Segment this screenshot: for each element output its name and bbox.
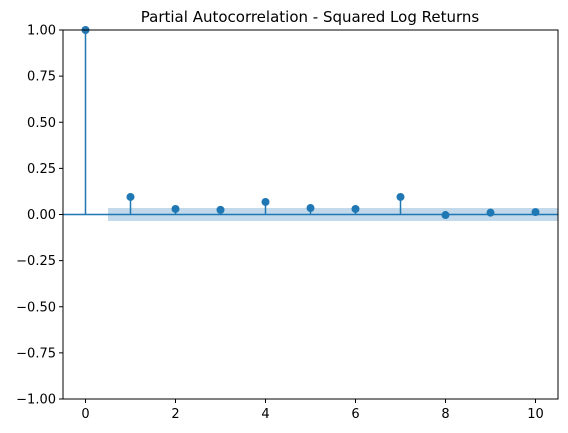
stem-marker-lag-1 xyxy=(126,192,135,201)
x-tick-label-4: 4 xyxy=(261,407,269,422)
y-tick-label-0: −1.00 xyxy=(16,393,56,408)
x-tick-label-0: 0 xyxy=(81,407,89,422)
stem-layer xyxy=(81,26,540,220)
stem-marker-lag-5 xyxy=(306,204,315,213)
y-tick-label-3: −0.25 xyxy=(16,254,56,269)
stem-marker-lag-3 xyxy=(216,205,225,214)
y-tick-label-7: 0.75 xyxy=(27,70,56,85)
stem-marker-lag-2 xyxy=(171,204,180,213)
x-tick-label-10: 10 xyxy=(527,407,544,422)
stem-marker-lag-9 xyxy=(486,208,495,217)
y-tick-label-4: 0.00 xyxy=(27,208,56,223)
stem-marker-lag-10 xyxy=(531,208,540,217)
stem-marker-lag-8 xyxy=(441,211,450,220)
y-tick-label-6: 0.50 xyxy=(27,116,56,131)
x-tick-label-8: 8 xyxy=(441,407,449,422)
y-axis: −1.00 −0.75 −0.50 −0.25 0.00 0.25 0.50 0.75 1.00 xyxy=(16,24,63,408)
y-tick-label-1: −0.75 xyxy=(16,346,56,361)
y-tick-label-8: 1.00 xyxy=(27,24,56,39)
y-tick-label-5: 0.25 xyxy=(27,162,56,177)
stem-marker-lag-4 xyxy=(261,197,270,206)
stem-marker-lag-7 xyxy=(396,192,405,201)
y-tick-label-2: −0.50 xyxy=(16,300,56,315)
chart-title: Partial Autocorrelation - Squared Log Re… xyxy=(141,8,480,26)
x-tick-label-2: 2 xyxy=(171,407,179,422)
stem-marker-lag-6 xyxy=(351,204,360,213)
x-axis: 0 2 4 6 8 10 xyxy=(81,399,544,422)
x-tick-label-6: 6 xyxy=(351,407,359,422)
